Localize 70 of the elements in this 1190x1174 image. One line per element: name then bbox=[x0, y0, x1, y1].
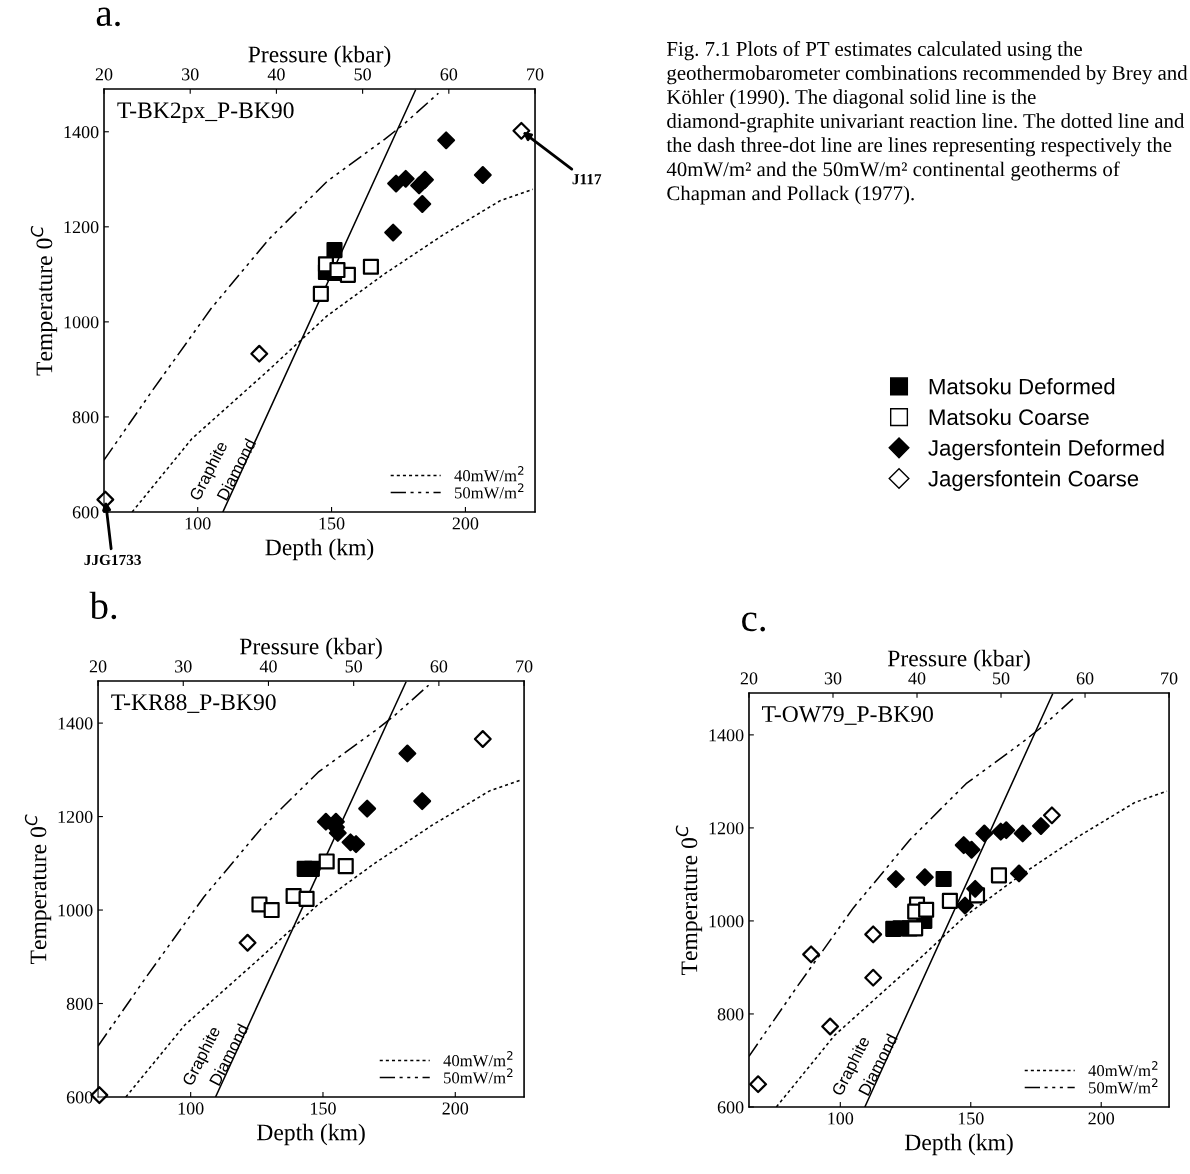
legend-label: Jagersfontein Deformed bbox=[928, 439, 1164, 461]
x-tick-label: 200 bbox=[452, 517, 479, 530]
y-tick-label: 1200 bbox=[709, 822, 744, 835]
legend-label: Jagersfontein Coarse bbox=[928, 470, 1139, 491]
x-tick-label: 200 bbox=[1088, 1112, 1115, 1125]
chart-subtitle: T-OW79_P-BK90 bbox=[762, 706, 933, 725]
y-tick-label: 1000 bbox=[58, 904, 93, 917]
x2-tick-label: 60 bbox=[1076, 672, 1094, 685]
x2-tick-label: 60 bbox=[430, 660, 448, 673]
x-axis-title: Depth (km) bbox=[904, 1133, 1013, 1156]
x2-tick-label: 30 bbox=[182, 68, 199, 81]
x-tick-label: 150 bbox=[319, 517, 345, 530]
x2-tick-label: 40 bbox=[259, 660, 277, 673]
y-tick-label: 600 bbox=[72, 506, 99, 519]
x2-tick-label: 50 bbox=[354, 68, 371, 81]
y-tick-label: 600 bbox=[66, 1091, 93, 1104]
y-tick-label: 1000 bbox=[64, 316, 99, 329]
chart-subtitle: T-KR88_P-BK90 bbox=[111, 694, 276, 713]
y-tick-label: 1200 bbox=[58, 810, 93, 824]
y-tick-label: 600 bbox=[717, 1101, 744, 1114]
chart-title: a. bbox=[96, 7, 120, 27]
x2-axis-title: Pressure (kbar) bbox=[887, 649, 1030, 672]
x2-tick-label: 70 bbox=[516, 660, 533, 673]
x2-tick-label: 30 bbox=[824, 672, 842, 685]
x-tick-label: 100 bbox=[828, 1112, 854, 1125]
x-tick-label: 150 bbox=[958, 1112, 984, 1125]
legend-label: 40mW/m$^{2}$ bbox=[454, 466, 524, 482]
x2-tick-label: 20 bbox=[740, 672, 758, 685]
chart-title: b. bbox=[89, 591, 117, 620]
x2-tick-label: 40 bbox=[908, 672, 926, 685]
y-tick-label: 1200 bbox=[64, 221, 99, 234]
x-axis-title: Depth (km) bbox=[265, 538, 374, 561]
legend-label: 50mW/m$^{2}$ bbox=[1089, 1078, 1158, 1094]
x2-tick-label: 20 bbox=[95, 68, 113, 81]
x2-tick-label: 50 bbox=[993, 672, 1010, 685]
x-tick-label: 100 bbox=[178, 1102, 204, 1115]
y-tick-label: 800 bbox=[72, 411, 99, 424]
x2-tick-label: 20 bbox=[89, 660, 107, 673]
y-tick-label: 800 bbox=[66, 997, 93, 1010]
x-tick-label: 150 bbox=[311, 1102, 336, 1115]
y-tick-label: 1400 bbox=[64, 126, 99, 139]
caption: Fig. 7.1 Plots of PT estimates calculated using the geothermobarometer combinations recommended by Brey and Köhler (1990). The diagonal solid line is the diamond-graphite univariant reaction line. The dotted line and the dash three-dot line are lines representing respectively the 40mW/m² and the 50mW/m² continental geotherms of Chapman and Pollack (1977). bbox=[666, 41, 1188, 205]
y-axis-title: Temperature 0$^{C}$ bbox=[30, 225, 58, 376]
legend-label: 40mW/m$^{2}$ bbox=[443, 1051, 513, 1067]
annotation: J117 bbox=[572, 174, 602, 185]
x-tick-label: 100 bbox=[185, 517, 211, 530]
x2-tick-label: 40 bbox=[267, 68, 285, 81]
legend-label: 40mW/m$^{2}$ bbox=[1088, 1061, 1158, 1077]
x2-tick-label: 50 bbox=[345, 660, 363, 673]
legend-label: 50mW/m$^{2}$ bbox=[444, 1068, 513, 1084]
legend-label: Matsoku Deformed bbox=[929, 378, 1115, 395]
x2-tick-label: 70 bbox=[1161, 672, 1178, 685]
y-axis-title: Temperature 0$^{C}$ bbox=[675, 825, 703, 975]
x2-tick-label: 30 bbox=[175, 660, 192, 673]
chart-title: c. bbox=[742, 612, 765, 632]
x-axis-title: Depth (km) bbox=[256, 1123, 365, 1146]
annotation: JJG1733 bbox=[84, 554, 141, 566]
legend-label: Matsoku Coarse bbox=[929, 408, 1089, 426]
y-tick-label: 1400 bbox=[58, 717, 93, 730]
y-tick-label: 1400 bbox=[709, 729, 744, 742]
text: T-BK2px_P-BK90 bbox=[117, 102, 294, 124]
y-axis-title: Temperature 0$^{C}$ bbox=[24, 814, 52, 965]
x2-tick-label: 60 bbox=[440, 68, 458, 81]
x2-axis-title: Pressure (kbar) bbox=[248, 45, 391, 68]
y-tick-label: 800 bbox=[717, 1008, 744, 1021]
legend-label: 50mW/m$^{2}$ bbox=[454, 483, 524, 499]
x2-tick-label: 70 bbox=[527, 68, 544, 81]
x-tick-label: 200 bbox=[442, 1102, 469, 1115]
x2-axis-title: Pressure (kbar) bbox=[239, 637, 382, 660]
y-tick-label: 1000 bbox=[709, 915, 744, 928]
